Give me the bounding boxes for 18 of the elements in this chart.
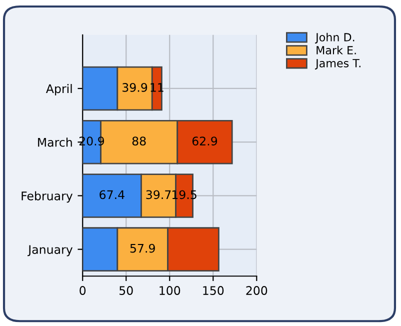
data-label: 39.9 xyxy=(122,82,148,92)
x-tick-label: 50 xyxy=(120,286,133,295)
x-tick-label: 150 xyxy=(203,286,224,295)
legend-label: Mark E. xyxy=(316,46,356,54)
data-label: 57.9 xyxy=(130,244,155,253)
x-tick-label: 100 xyxy=(160,286,180,295)
y-tick-label: February xyxy=(22,191,73,203)
data-label: 62.9 xyxy=(192,136,218,146)
legend-label: John D. xyxy=(315,32,354,44)
x-tick-label: 0 xyxy=(80,286,86,295)
data-label: 67.4 xyxy=(100,190,124,200)
y-tick-label: April xyxy=(46,84,72,96)
legend-label: James T. xyxy=(315,59,360,70)
data-label: 39.7 xyxy=(146,190,171,200)
y-tick-label: January xyxy=(28,245,73,256)
x-tick-label: 200 xyxy=(246,286,268,295)
data-label: 88 xyxy=(132,136,146,146)
y-tick-label: March xyxy=(38,138,72,147)
